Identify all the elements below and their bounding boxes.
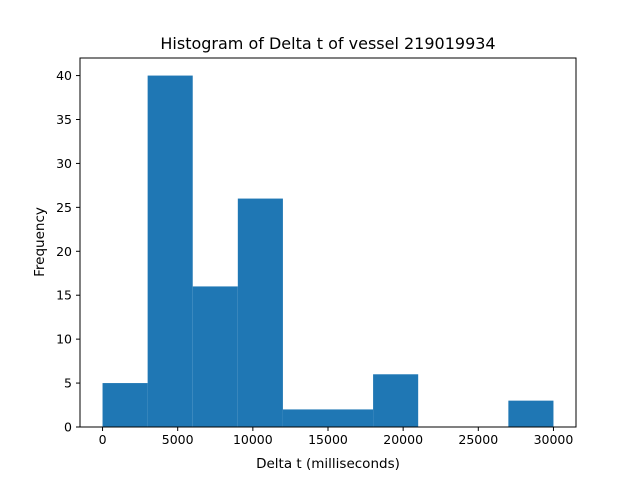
x-axis-label: Delta t (milliseconds) — [256, 456, 400, 472]
y-axis-label: Frequency — [32, 207, 48, 277]
x-tick-label: 30000 — [534, 432, 574, 447]
y-tick-label: 15 — [56, 288, 72, 303]
y-tick-label: 10 — [56, 332, 72, 347]
y-tick-label: 30 — [56, 156, 72, 171]
y-tick-label: 5 — [64, 376, 72, 391]
x-tick-label: 15000 — [308, 432, 348, 447]
chart-title: Histogram of Delta t of vessel 219019934 — [160, 34, 495, 53]
histogram-bar — [237, 198, 283, 427]
histogram-bar — [373, 374, 419, 427]
histogram-bar — [282, 409, 328, 427]
y-axis-ticks: 0 5 10 15 20 25 30 35 40 — [56, 68, 80, 435]
histogram-bar — [328, 409, 374, 427]
y-tick-label: 35 — [56, 112, 72, 127]
bars-group — [102, 75, 554, 428]
histogram-bar — [508, 400, 554, 427]
histogram-bar — [102, 383, 148, 427]
x-tick-label: 20000 — [383, 432, 423, 447]
x-tick-label: 5000 — [162, 432, 194, 447]
y-tick-label: 0 — [64, 420, 72, 435]
y-tick-label: 20 — [56, 244, 72, 259]
histogram-bar — [147, 75, 193, 428]
histogram-bar — [192, 286, 238, 427]
x-tick-label: 0 — [99, 432, 107, 447]
y-tick-label: 25 — [56, 200, 72, 215]
x-axis-ticks: 0 5000 10000 15000 20000 25000 30000 — [99, 427, 574, 447]
x-tick-label: 25000 — [458, 432, 498, 447]
y-tick-label: 40 — [56, 68, 72, 83]
x-tick-label: 10000 — [233, 432, 273, 447]
